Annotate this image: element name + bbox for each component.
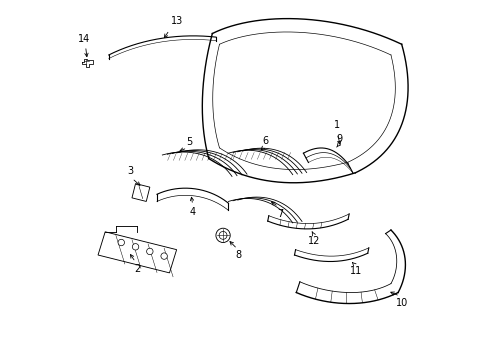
Text: 12: 12 [307, 236, 320, 246]
Text: 5: 5 [185, 137, 192, 147]
Text: 1: 1 [334, 120, 340, 130]
Circle shape [146, 248, 153, 255]
Text: 4: 4 [189, 207, 195, 217]
Circle shape [118, 239, 124, 246]
Text: 10: 10 [395, 298, 407, 308]
Circle shape [161, 253, 167, 259]
Circle shape [132, 244, 139, 250]
Text: 8: 8 [235, 250, 241, 260]
Text: 9: 9 [336, 134, 342, 144]
Text: 3: 3 [127, 166, 133, 176]
Polygon shape [98, 232, 176, 273]
Text: 14: 14 [78, 34, 90, 44]
Circle shape [219, 231, 226, 239]
Text: 6: 6 [262, 136, 268, 146]
Text: 2: 2 [134, 264, 140, 274]
Text: 11: 11 [349, 266, 362, 276]
Polygon shape [132, 184, 149, 202]
Text: 13: 13 [170, 17, 183, 26]
Text: 7: 7 [277, 208, 283, 219]
Circle shape [216, 228, 230, 243]
